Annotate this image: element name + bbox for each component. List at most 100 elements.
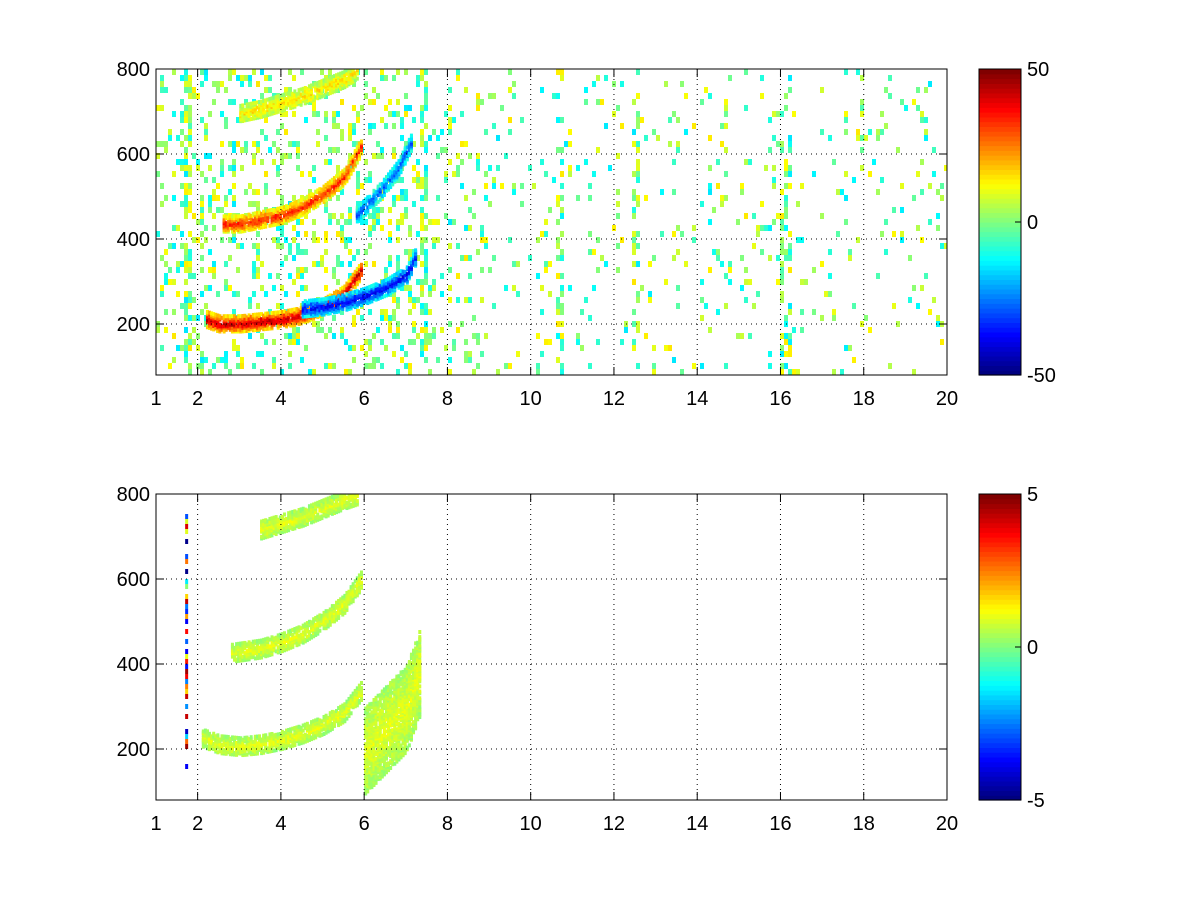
heatmap-cell bbox=[224, 87, 228, 93]
heatmap-cell bbox=[355, 301, 359, 306]
heatmap-cell bbox=[584, 99, 588, 105]
heatmap-cell bbox=[340, 261, 344, 267]
heatmap-cell bbox=[740, 285, 744, 291]
heatmap-cell bbox=[776, 279, 780, 285]
heatmap-cell bbox=[896, 147, 900, 153]
heatmap-cell bbox=[280, 123, 284, 129]
heatmap-cell bbox=[332, 111, 336, 117]
heatmap-cell bbox=[274, 320, 278, 325]
heatmap-cell bbox=[448, 159, 452, 165]
heatmap-cell bbox=[349, 80, 353, 85]
heatmap-cell bbox=[932, 147, 936, 153]
heatmap-cell bbox=[392, 291, 396, 297]
heatmap-cell bbox=[288, 87, 292, 93]
heatmap-cell bbox=[416, 279, 420, 285]
grid bbox=[156, 69, 947, 375]
heatmap-cell bbox=[424, 69, 428, 75]
heatmap-cell bbox=[391, 167, 395, 172]
heatmap-cell bbox=[226, 314, 230, 319]
heatmap-cell bbox=[359, 570, 363, 575]
heatmap-cell bbox=[332, 267, 336, 273]
heatmap-cell bbox=[282, 309, 286, 314]
heatmap-cell bbox=[404, 69, 408, 75]
heatmap-cell bbox=[724, 105, 728, 111]
heatmap-cell bbox=[299, 92, 303, 97]
heatmap-cell bbox=[244, 75, 248, 81]
heatmap-cell bbox=[337, 306, 341, 311]
heatmap-cell bbox=[260, 519, 264, 524]
heatmap-cell bbox=[310, 513, 314, 518]
heatmap-cell bbox=[204, 237, 208, 243]
colorbar-swatch bbox=[979, 178, 1021, 185]
heatmap-cell bbox=[241, 103, 245, 108]
heatmap-cell bbox=[352, 141, 356, 147]
heatmap-cell bbox=[374, 190, 378, 195]
heatmap-cell bbox=[448, 123, 452, 129]
colorbar-swatch bbox=[979, 159, 1021, 166]
heatmap-cell bbox=[492, 123, 496, 129]
heatmap-cell bbox=[464, 339, 468, 345]
heatmap-cell bbox=[540, 285, 544, 291]
heatmap-cell bbox=[212, 81, 216, 87]
heatmap-cell bbox=[772, 177, 776, 183]
heatmap-cell bbox=[800, 309, 804, 315]
heatmap-cell bbox=[476, 99, 480, 105]
heatmap-cell bbox=[636, 93, 640, 99]
heatmap-cell bbox=[424, 333, 428, 339]
heatmap-cell bbox=[472, 333, 476, 339]
heatmap-cell bbox=[322, 498, 326, 503]
heatmap-cell bbox=[339, 494, 343, 499]
heatmap-cell bbox=[860, 111, 864, 117]
heatmap-cell bbox=[160, 201, 164, 207]
heatmap-cell bbox=[636, 111, 640, 117]
heatmap-cell bbox=[484, 195, 488, 201]
heatmap-cell bbox=[536, 369, 540, 375]
heatmap-cell bbox=[396, 237, 400, 243]
heatmap-cell bbox=[412, 321, 416, 327]
heatmap-cell bbox=[312, 99, 316, 105]
heatmap-cell bbox=[256, 303, 260, 309]
heatmap-cell bbox=[748, 279, 752, 285]
heatmap-cell bbox=[536, 237, 540, 243]
heatmap-cell bbox=[262, 107, 266, 112]
heatmap-cell bbox=[436, 195, 440, 201]
heatmap-cell bbox=[716, 255, 720, 261]
heatmap-cell bbox=[392, 75, 396, 81]
heatmap-cell bbox=[192, 87, 196, 93]
heatmap-cell bbox=[780, 249, 784, 255]
heatmap-cell bbox=[389, 169, 393, 174]
heatmap-cell bbox=[160, 81, 164, 87]
heatmap-cell bbox=[680, 81, 684, 87]
heatmap-cell bbox=[295, 626, 299, 631]
heatmap-cell bbox=[230, 222, 234, 227]
heatmap-cell bbox=[440, 273, 444, 279]
heatmap-cell bbox=[203, 728, 207, 733]
heatmap-cell bbox=[436, 357, 440, 363]
heatmap-cell bbox=[272, 159, 276, 165]
heatmap-cell bbox=[295, 513, 299, 518]
heatmap-cell bbox=[432, 237, 436, 243]
heatmap-cell bbox=[226, 750, 230, 755]
colorbar-tick-label: 50 bbox=[1027, 59, 1049, 81]
heatmap-cell bbox=[432, 243, 436, 249]
heatmap-cell bbox=[320, 514, 324, 519]
heatmap-cell bbox=[328, 495, 332, 500]
heatmap-cell bbox=[291, 312, 295, 317]
heatmap-cell bbox=[345, 500, 349, 505]
heatmap-cell bbox=[780, 237, 784, 243]
heatmap-cell bbox=[456, 171, 460, 177]
heatmap-cell bbox=[204, 303, 208, 309]
heatmap-cell bbox=[280, 225, 284, 231]
heatmap-cell bbox=[272, 636, 276, 641]
heatmap-cell bbox=[222, 314, 226, 319]
heatmap-cell bbox=[708, 189, 712, 195]
heatmap-cell bbox=[185, 609, 189, 614]
heatmap-cell bbox=[305, 634, 309, 639]
colorbar-swatch bbox=[979, 298, 1021, 304]
heatmap-cell bbox=[560, 159, 564, 165]
heatmap-cell bbox=[772, 111, 776, 117]
colorbar-swatch bbox=[979, 250, 1021, 257]
heatmap-cell bbox=[172, 309, 176, 315]
heatmap-cell bbox=[596, 147, 600, 153]
